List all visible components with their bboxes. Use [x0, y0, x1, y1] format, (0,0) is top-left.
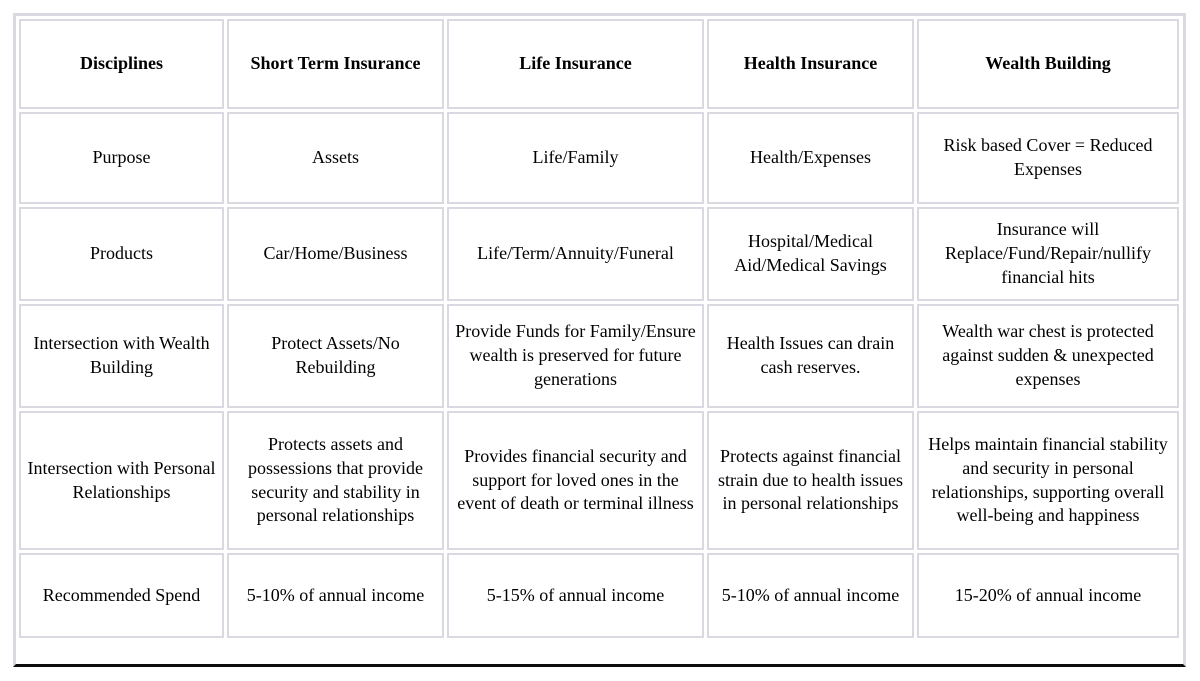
table-cell: Health Issues can drain cash reserves. — [707, 304, 914, 408]
row-label: Purpose — [19, 112, 224, 204]
row-label: Products — [19, 207, 224, 301]
table-cell: 5-10% of annual income — [707, 553, 914, 638]
table-cell: Protects against financial strain due to… — [707, 411, 914, 550]
table-cell: Assets — [227, 112, 444, 204]
table-cell: Protects assets and possessions that pro… — [227, 411, 444, 550]
table-cell: Helps maintain financial stability and s… — [917, 411, 1179, 550]
table-row-recommended-spend: Recommended Spend 5-10% of annual income… — [19, 553, 1179, 638]
table-row-products: Products Car/Home/Business Life/Term/Ann… — [19, 207, 1179, 301]
table-cell: Life/Family — [447, 112, 704, 204]
row-label: Intersection with Wealth Building — [19, 304, 224, 408]
table-cell: Life/Term/Annuity/Funeral — [447, 207, 704, 301]
table-row-intersection-personal-relationships: Intersection with Personal Relationships… — [19, 411, 1179, 550]
insurance-table: Disciplines Short Term Insurance Life In… — [16, 16, 1182, 641]
table-cell: Health/Expenses — [707, 112, 914, 204]
table-row-intersection-wealth-building: Intersection with Wealth Building Protec… — [19, 304, 1179, 408]
table-row-purpose: Purpose Assets Life/Family Health/Expens… — [19, 112, 1179, 204]
table-cell: Car/Home/Business — [227, 207, 444, 301]
header-cell-life-insurance: Life Insurance — [447, 19, 704, 109]
table-cell: Provides financial security and support … — [447, 411, 704, 550]
table-cell: 5-15% of annual income — [447, 553, 704, 638]
header-cell-disciplines: Disciplines — [19, 19, 224, 109]
table-cell: Protect Assets/No Rebuilding — [227, 304, 444, 408]
table-cell: 5-10% of annual income — [227, 553, 444, 638]
table-cell: 15-20% of annual income — [917, 553, 1179, 638]
table-cell: Risk based Cover = Reduced Expenses — [917, 112, 1179, 204]
header-cell-health-insurance: Health Insurance — [707, 19, 914, 109]
header-cell-wealth-building: Wealth Building — [917, 19, 1179, 109]
table-cell: Hospital/Medical Aid/Medical Savings — [707, 207, 914, 301]
header-cell-short-term-insurance: Short Term Insurance — [227, 19, 444, 109]
table-cell: Insurance will Replace/Fund/Repair/nulli… — [917, 207, 1179, 301]
table-frame: Disciplines Short Term Insurance Life In… — [13, 13, 1186, 667]
table-cell: Provide Funds for Family/Ensure wealth i… — [447, 304, 704, 408]
table-cell: Wealth war chest is protected against su… — [917, 304, 1179, 408]
header-row: Disciplines Short Term Insurance Life In… — [19, 19, 1179, 109]
row-label: Recommended Spend — [19, 553, 224, 638]
row-label: Intersection with Personal Relationships — [19, 411, 224, 550]
